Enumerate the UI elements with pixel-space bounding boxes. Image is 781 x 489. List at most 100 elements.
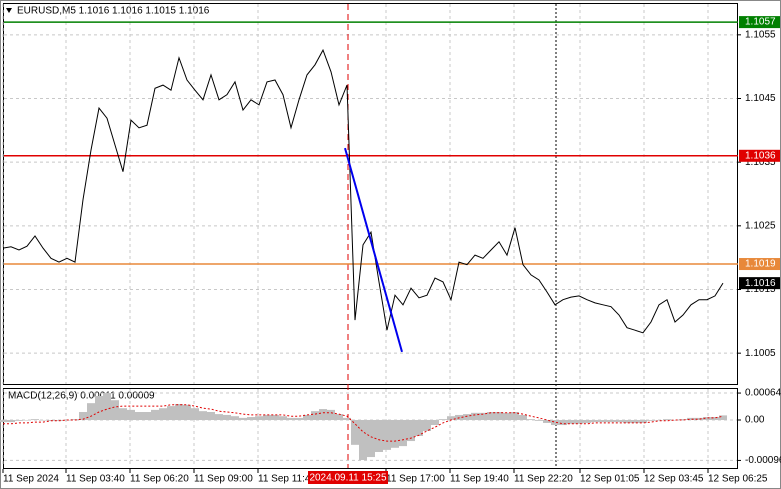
macd-bar [151, 409, 159, 420]
macd-bar [647, 420, 655, 421]
macd-bar [479, 412, 487, 420]
y-tick-label: 1.1055 [745, 29, 776, 40]
macd-title: MACD(12,26,9) 0.00011 0.00009 [8, 391, 155, 402]
macd-bar [607, 420, 615, 423]
macd-bar [631, 420, 639, 423]
macd-bar [519, 414, 527, 420]
macd-bar [383, 420, 391, 450]
macd-bar [567, 420, 575, 424]
macd-bar [543, 420, 551, 423]
y-tick-label: 0.00 [745, 415, 765, 426]
macd-bar [511, 412, 519, 420]
macd-bar [495, 412, 503, 420]
macd-bar [551, 420, 559, 426]
price-level-label: 1.1057 [745, 17, 776, 28]
macd-bar [623, 420, 631, 423]
macd-bar [615, 420, 623, 423]
macd-bar [7, 420, 15, 423]
x-tick-label: 11 Sep 03:40 [66, 474, 125, 485]
macd-bar [487, 412, 495, 420]
macd-bar [535, 420, 543, 421]
macd-bar [239, 417, 247, 420]
macd-bar [87, 403, 95, 420]
macd-bar [335, 414, 343, 420]
macd-bar [583, 420, 591, 423]
macd-bar [559, 420, 567, 426]
price-level-label: 1.1036 [745, 150, 776, 161]
macd-bar [135, 412, 143, 420]
chart-title: EURUSD,M5 1.1016 1.1016 1.1015 1.1016 [17, 6, 210, 17]
macd-bar [415, 420, 423, 436]
macd-bar [111, 400, 119, 420]
macd-bar [447, 416, 455, 420]
macd-bar [0, 420, 7, 423]
macd-bar [287, 417, 295, 420]
macd-bar [295, 417, 303, 420]
y-tick-label: 1.1005 [745, 348, 776, 359]
price-line [2, 48, 724, 334]
macd-bar [167, 406, 175, 420]
x-tick-label: 11 Sep 11:40 [258, 474, 316, 485]
y-tick-label: 0.00064 [745, 388, 781, 399]
macd-bar [183, 404, 191, 420]
macd-bar [639, 420, 647, 423]
macd-bar [79, 412, 87, 420]
menu-arrow [6, 8, 12, 13]
macd-bar [199, 411, 207, 420]
x-tick-label: 11 Sep 09:00 [194, 474, 253, 485]
macd-bar [247, 417, 255, 420]
macd-bar [399, 420, 407, 447]
macd-bar [23, 420, 31, 421]
macd-bar [103, 393, 111, 420]
price-level-label-bg [739, 16, 780, 29]
x-tick-label: 11 Sep 17:00 [386, 474, 445, 485]
macd-bar [351, 420, 359, 445]
macd-bar [663, 419, 671, 420]
macd-bar [679, 419, 687, 420]
macd-bar [711, 417, 719, 420]
y-tick-label: 1.1025 [745, 220, 776, 231]
trendline [344, 147, 403, 353]
macd-bar [271, 414, 279, 420]
macd-bar [687, 417, 695, 420]
macd-bar [303, 414, 311, 420]
macd-bar [191, 408, 199, 420]
macd-bar [175, 404, 183, 420]
macd-bar [527, 419, 535, 420]
macd-bar [223, 414, 231, 420]
crosshair-label: 2024.09.11 15:25 [309, 473, 387, 484]
macd-bar [391, 420, 399, 448]
y-tick-label: 1.1015 [745, 284, 776, 295]
macd-bar [95, 396, 103, 420]
macd-bar [31, 419, 39, 420]
macd-bar [671, 420, 679, 421]
macd-bar [39, 420, 47, 421]
macd-bar [359, 420, 367, 460]
macd-bar [407, 420, 415, 442]
y-tick-label: 1.1035 [745, 157, 776, 168]
macd-bar [719, 415, 727, 420]
macd-bar [703, 417, 711, 420]
y-tick-label: 1.1045 [745, 93, 776, 104]
x-tick-label: 12 Sep 01:05 [580, 474, 640, 485]
macd-bar [263, 414, 271, 420]
macd-bar [375, 420, 383, 452]
macd-bar [503, 412, 511, 420]
price-level-label: 1.1019 [745, 259, 776, 270]
macd-bar [367, 420, 375, 458]
price-level-label-bg [739, 149, 780, 162]
macd-bar [343, 417, 351, 420]
macd-bar [215, 414, 223, 420]
macd-bar [599, 420, 607, 423]
macd-bar [591, 420, 599, 423]
x-tick-label: 12 Sep 06:25 [708, 474, 768, 485]
macd-bar [231, 416, 239, 420]
macd-bar [255, 416, 263, 420]
macd-bar [319, 409, 327, 420]
macd-bar [575, 420, 583, 424]
price-level-label-bg [739, 277, 780, 290]
x-tick-label: 12 Sep 03:45 [644, 474, 704, 485]
macd-bar [311, 411, 319, 420]
macd-bar [463, 414, 471, 420]
